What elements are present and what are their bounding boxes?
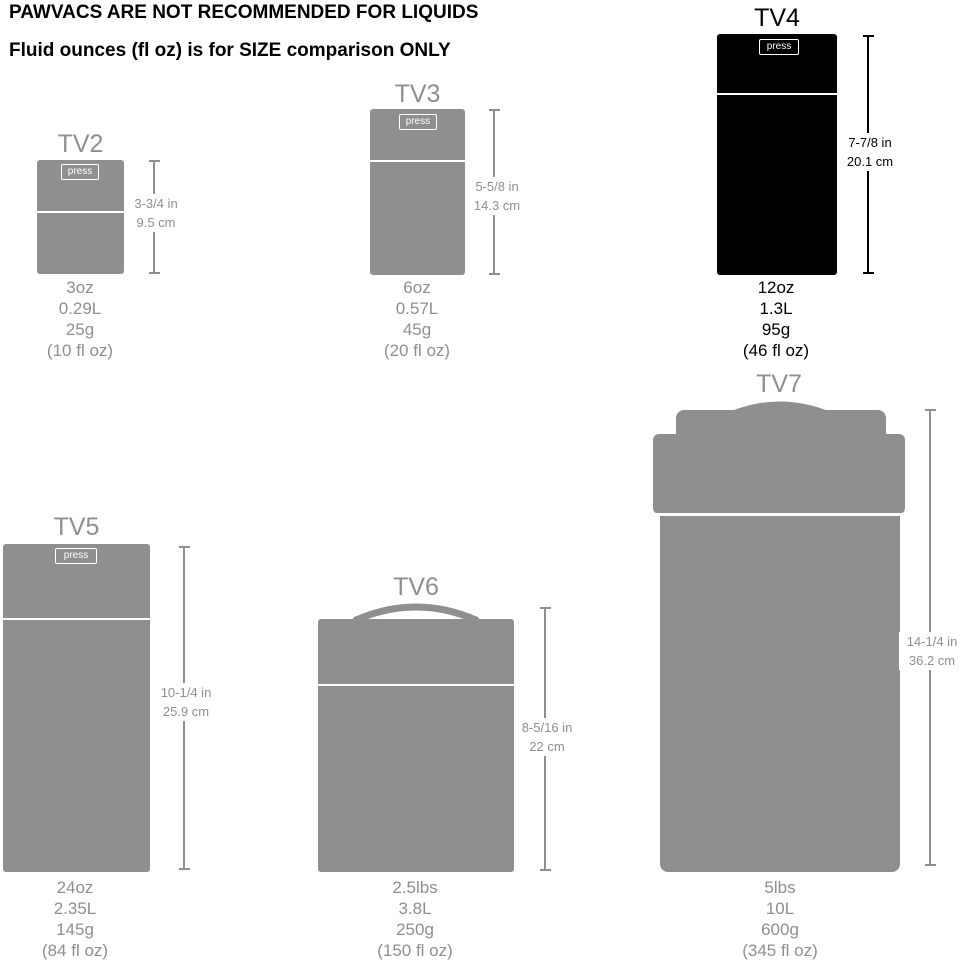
height-inches: 3-3/4 in (134, 196, 178, 211)
container-lid (653, 434, 905, 514)
height-label: 3-3/4 in 9.5 cm (125, 194, 187, 232)
container-name: TV3 (394, 80, 441, 108)
capacity-liters: 3.8L (398, 899, 432, 918)
fluid-ounces: (150 fl oz) (377, 941, 453, 960)
container-specs: 6oz 0.57L 45g (20 fl oz) (357, 277, 477, 361)
fluid-ounces: (345 fl oz) (742, 941, 818, 960)
capacity-liters: 10L (765, 899, 795, 918)
fluid-ounces: (10 fl oz) (46, 341, 114, 360)
capacity-liters: 1.3L (759, 299, 793, 318)
container-body (318, 619, 514, 872)
container-specs: 3oz 0.29L 25g (10 fl oz) (20, 277, 140, 361)
height-label: 5-5/8 in 14.3 cm (466, 177, 528, 215)
press-button: press (759, 39, 799, 55)
container-name: TV4 (754, 4, 800, 32)
container-specs: 2.5lbs 3.8L 250g (150 fl oz) (355, 877, 475, 961)
height-inches: 14-1/4 in (906, 634, 958, 649)
height-inches: 10-1/4 in (160, 685, 212, 700)
capacity-oz: 2.5lbs (392, 878, 438, 897)
height-inches: 5-5/8 in (475, 179, 519, 194)
fluid-ounces: (46 fl oz) (742, 341, 810, 360)
capacity-oz: 3oz (66, 278, 94, 297)
height-cm: 20.1 cm (846, 154, 894, 169)
container-body: press (370, 109, 465, 275)
container-body: press (717, 34, 837, 275)
fluid-ounces: (20 fl oz) (383, 341, 451, 360)
lid-divider (3, 618, 150, 620)
capacity-oz: 6oz (403, 278, 431, 297)
fluid-ounces: (84 fl oz) (41, 941, 109, 960)
height-label: 10-1/4 in 25.9 cm (153, 683, 219, 721)
weight: 600g (761, 920, 799, 939)
weight: 95g (761, 320, 791, 339)
container-body: press (3, 544, 150, 872)
lid-divider (370, 160, 465, 162)
press-button: press (399, 114, 437, 130)
lid-divider (318, 684, 514, 686)
capacity-liters: 2.35L (53, 899, 97, 918)
container-specs: 24oz 2.35L 145g (84 fl oz) (15, 877, 135, 961)
capacity-liters: 0.57L (395, 299, 439, 318)
weight: 25g (65, 320, 95, 339)
container-name: TV6 (393, 573, 439, 601)
capacity-oz: 24oz (56, 878, 94, 897)
height-label: 8-5/16 in 22 cm (514, 718, 580, 756)
container-handle (352, 603, 480, 624)
lid-divider (653, 513, 905, 516)
height-cm: 36.2 cm (908, 653, 956, 668)
warning-heading: PAWVACS ARE NOT RECOMMENDED FOR LIQUIDS (9, 2, 479, 23)
height-cm: 9.5 cm (136, 215, 176, 230)
height-label: 14-1/4 in 36.2 cm (899, 632, 961, 670)
container-name: TV2 (57, 130, 104, 158)
container-specs: 12oz 1.3L 95g (46 fl oz) (716, 277, 836, 361)
weight: 145g (56, 920, 94, 939)
capacity-oz: 5lbs (764, 878, 796, 897)
height-cm: 25.9 cm (162, 704, 210, 719)
height-cm: 14.3 cm (473, 198, 521, 213)
capacity-liters: 0.29L (58, 299, 102, 318)
press-button: press (61, 164, 99, 180)
container-body (660, 516, 900, 872)
height-inches: 8-5/16 in (521, 720, 573, 735)
weight: 250g (396, 920, 434, 939)
lid-divider (37, 211, 124, 213)
lid-divider (717, 93, 837, 95)
container-body: press (37, 160, 124, 274)
weight: 45g (402, 320, 432, 339)
capacity-oz: 12oz (757, 278, 795, 297)
size-comparison-note: Fluid ounces (fl oz) is for SIZE compari… (9, 40, 451, 61)
container-specs: 5lbs 10L 600g (345 fl oz) (720, 877, 840, 961)
height-cm: 22 cm (529, 739, 565, 754)
container-name: TV7 (756, 370, 802, 398)
press-button: press (55, 548, 97, 564)
height-inches: 7-7/8 in (848, 135, 892, 150)
container-name: TV5 (53, 513, 100, 541)
height-label: 7-7/8 in 20.1 cm (838, 133, 902, 171)
